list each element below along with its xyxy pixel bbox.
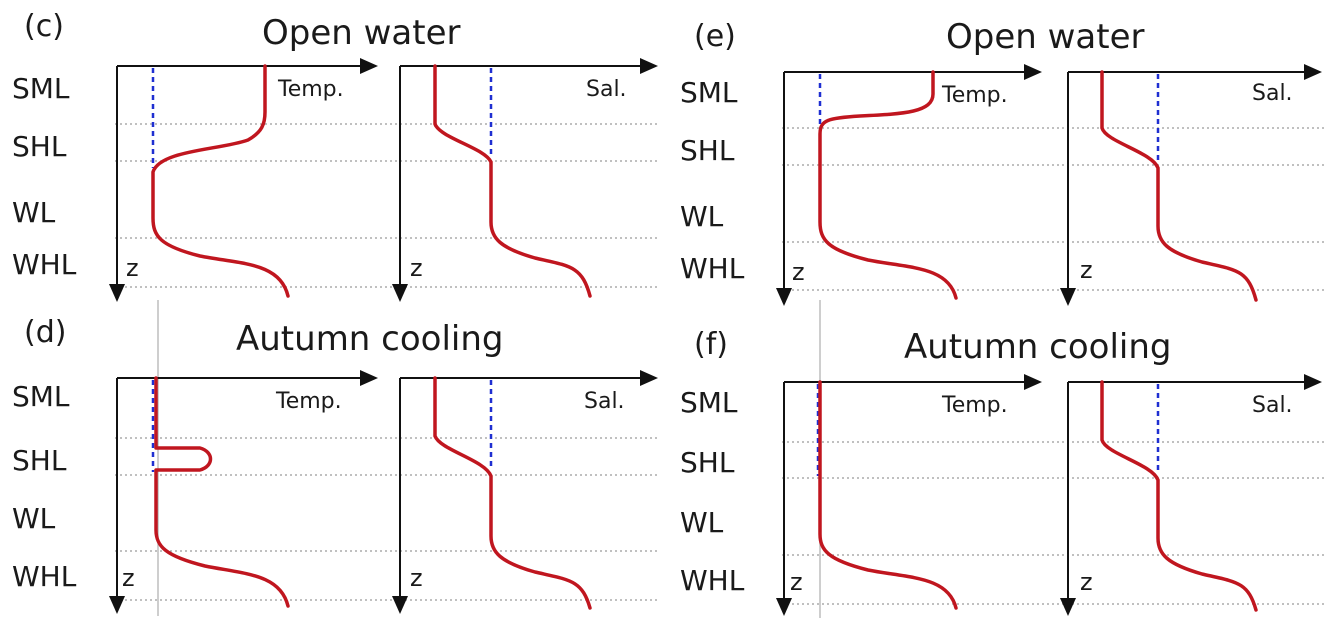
panel-f-layer-sml: SML (680, 386, 738, 419)
panel-d-temp-profile (154, 376, 290, 608)
panel-e-sal-z-label: z (1080, 256, 1093, 284)
panel-e-layer-wl: WL (680, 200, 724, 233)
panel-e: (e) Open water SML SHL WL WHL Temp. z Sa… (680, 17, 1326, 306)
panel-c-layer-sml: SML (12, 72, 70, 105)
panel-c-letter: (c) (24, 9, 64, 44)
panel-d-temp-label: Temp. (275, 389, 342, 414)
panel-c-layer-shl: SHL (12, 130, 67, 163)
panel-e-temp-profile (818, 70, 958, 300)
panel-f-layer-whl: WHL (680, 564, 745, 597)
panel-e-sal-label: Sal. (1252, 81, 1293, 106)
panel-f-sal-depth-arrow (1060, 598, 1076, 616)
panel-d-sal-depth-arrow (392, 596, 408, 614)
panel-d-temp-z-label: z (122, 564, 135, 592)
panel-d-temp-x-arrow (360, 370, 378, 386)
panel-f: (f) Autumn cooling SML SHL WL WHL Temp. … (680, 300, 1326, 618)
panel-e-layer-shl: SHL (680, 134, 735, 167)
panel-d-letter: (d) (24, 315, 66, 350)
panel-d-layer-sml: SML (12, 380, 70, 413)
panel-f-layer-wl: WL (680, 506, 724, 539)
panel-f-layer-shl: SHL (680, 446, 735, 479)
panel-d-sal-subplot: Sal. z (392, 370, 658, 614)
panel-c-title: Open water (262, 13, 461, 53)
panel-c-layer-whl: WHL (12, 248, 77, 281)
panel-f-title: Autumn cooling (904, 327, 1171, 367)
panel-d-sal-x-arrow (640, 370, 658, 386)
panel-e-layer-sml: SML (680, 76, 738, 109)
panel-c-temp-label: Temp. (277, 77, 344, 102)
panel-c-sal-x-arrow (640, 58, 658, 74)
panel-d-title: Autumn cooling (236, 319, 503, 359)
panel-e-temp-depth-arrow (776, 288, 792, 306)
panel-e-letter: (e) (694, 19, 736, 54)
panel-e-temp-subplot: Temp. z (776, 64, 1042, 306)
panel-f-sal-profile (1100, 380, 1258, 612)
panel-c-temp-depth-arrow (109, 284, 125, 302)
panel-d: (d) Autumn cooling SML SHL WL WHL Temp. … (12, 300, 660, 616)
panel-c-sal-z-label: z (410, 254, 423, 282)
panel-e-sal-profile (1100, 70, 1258, 302)
panel-f-temp-x-arrow (1024, 374, 1042, 390)
panel-f-sal-subplot: Sal. z (1060, 374, 1322, 616)
panel-d-layer-shl: SHL (12, 444, 67, 477)
panel-f-temp-subplot: Temp. z (776, 374, 1042, 616)
panel-d-sal-z-label: z (410, 564, 423, 592)
panel-c-sal-profile (433, 64, 592, 298)
panel-c-temp-x-arrow (360, 58, 378, 74)
panel-f-temp-label: Temp. (941, 393, 1008, 418)
panel-e-sal-subplot: Sal. z (1060, 64, 1322, 306)
panel-d-temp-subplot: Temp. z (109, 370, 378, 614)
panel-c-sal-depth-arrow (392, 284, 408, 302)
panel-f-letter: (f) (694, 327, 728, 362)
panel-c-layer-wl: WL (12, 196, 56, 229)
panel-e-layer-whl: WHL (680, 252, 745, 285)
panel-c-temp-subplot: Temp. z (109, 58, 378, 302)
panel-f-temp-z-label: z (790, 568, 803, 596)
panel-e-sal-x-arrow (1304, 64, 1322, 80)
panel-e-title: Open water (946, 17, 1145, 57)
panel-f-sal-x-arrow (1304, 374, 1322, 390)
panel-c: (c) Open water SML SHL WL WHL Temp. z Sa… (12, 9, 660, 302)
panel-f-temp-depth-arrow (776, 598, 792, 616)
panel-e-sal-depth-arrow (1060, 288, 1076, 306)
panel-f-temp-profile (818, 380, 958, 610)
panel-c-temp-profile (151, 64, 290, 298)
panel-c-temp-z-label: z (126, 254, 139, 282)
panel-d-temp-depth-arrow (109, 596, 125, 614)
panel-d-sal-label: Sal. (584, 389, 625, 414)
panel-e-temp-x-arrow (1024, 64, 1042, 80)
panel-d-layer-whl: WHL (12, 560, 77, 593)
panel-f-sal-label: Sal. (1252, 393, 1293, 418)
panel-c-sal-subplot: Sal. z (392, 58, 658, 302)
panel-e-temp-z-label: z (792, 258, 805, 286)
panel-c-sal-label: Sal. (586, 77, 627, 102)
panel-e-temp-label: Temp. (941, 83, 1008, 108)
panel-d-layer-wl: WL (12, 502, 56, 535)
panel-d-sal-profile (433, 376, 592, 610)
panel-f-sal-z-label: z (1080, 568, 1093, 596)
